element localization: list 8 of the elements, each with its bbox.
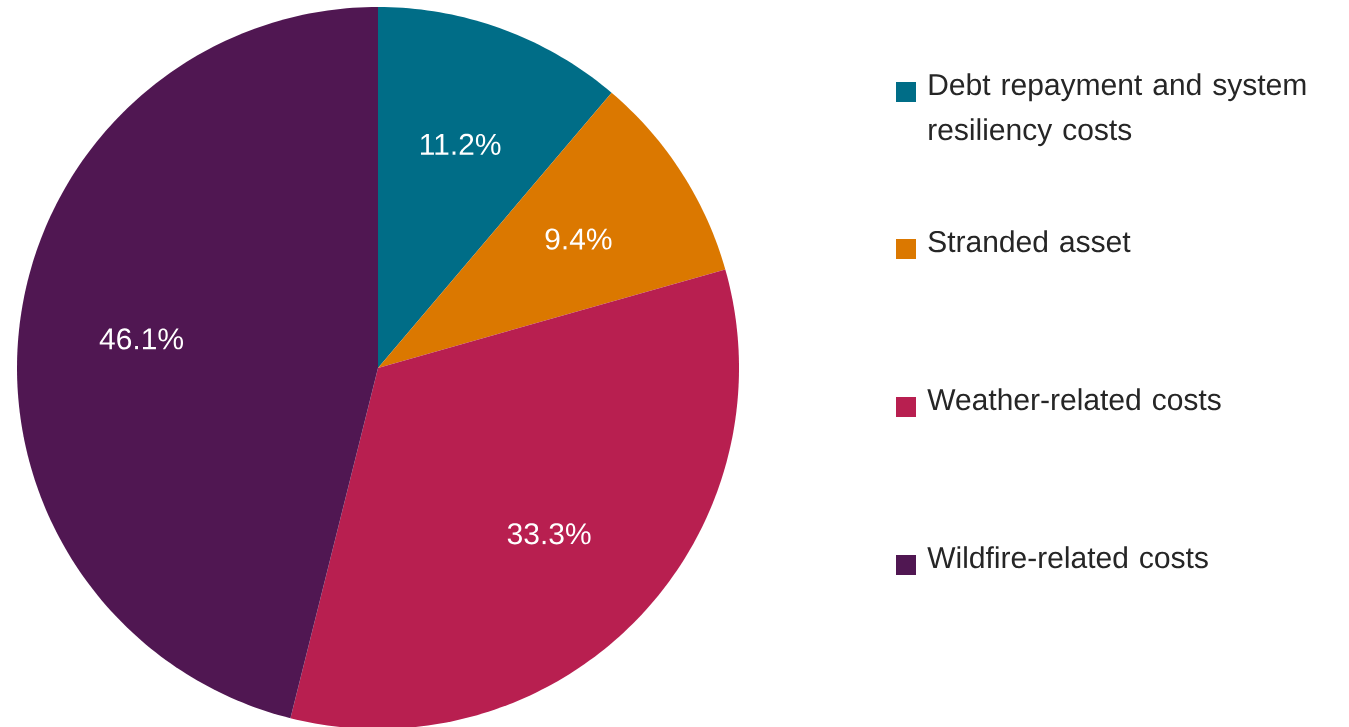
legend-label: Wildfire-related costs [927, 546, 1208, 569]
data-label: 9.4% [545, 228, 612, 250]
data-label: 33.3% [507, 523, 591, 545]
data-label: 11.2% [420, 133, 501, 155]
legend-label: Stranded asset [928, 230, 1131, 253]
data-label: 46.1% [99, 328, 183, 350]
legend-label: Debt repayment and system resiliency costs [929, 73, 1306, 147]
legend-label: Weather-related costs [927, 388, 1221, 411]
